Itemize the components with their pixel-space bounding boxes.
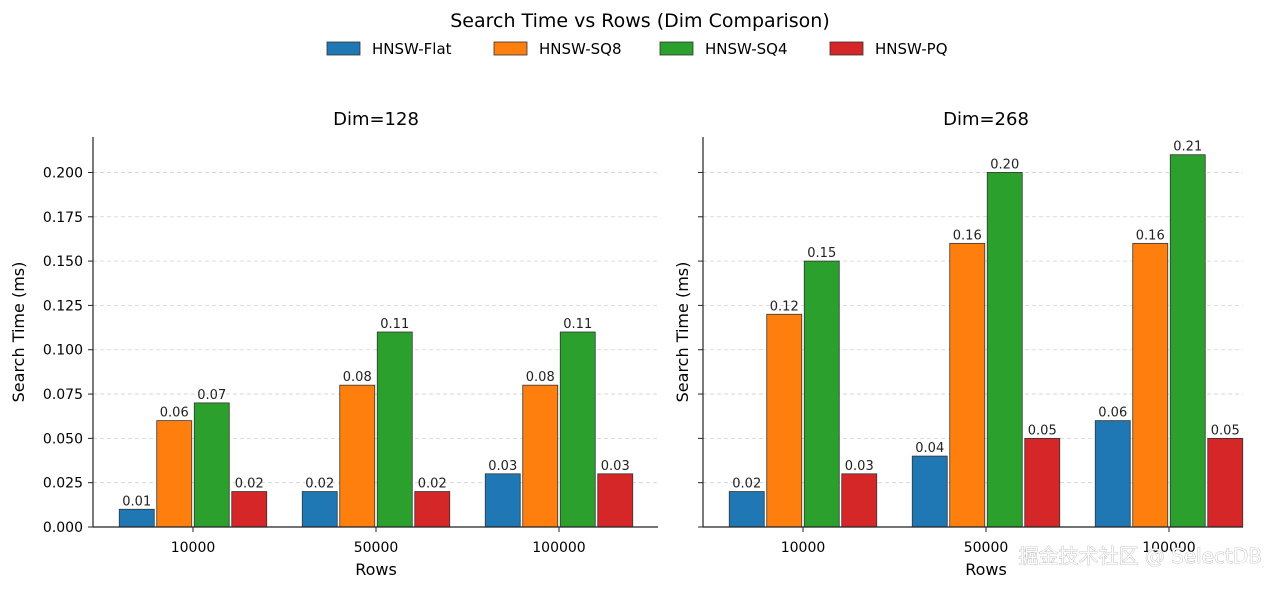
data-label: 0.06 — [1098, 406, 1127, 421]
bar — [118, 508, 155, 528]
bar — [1094, 420, 1131, 528]
bar — [231, 491, 268, 528]
legend-swatch — [493, 41, 528, 56]
bar — [841, 473, 878, 528]
data-label: 0.21 — [1173, 140, 1202, 155]
data-label: 0.03 — [601, 459, 630, 474]
subplot-title: Dim=128 — [333, 109, 419, 130]
bar — [1132, 242, 1169, 528]
legend-label: HNSW-SQ4 — [705, 40, 788, 58]
y-tick-label: 0.150 — [43, 254, 83, 270]
bar — [911, 455, 948, 528]
bar — [484, 473, 521, 528]
y-tick-label: 0.050 — [43, 431, 83, 447]
data-label: 0.11 — [563, 317, 592, 332]
bar — [986, 172, 1023, 528]
data-label: 0.01 — [122, 494, 151, 509]
y-tick-label: 0.100 — [43, 343, 83, 359]
data-label: 0.12 — [770, 299, 799, 314]
data-label: 0.08 — [526, 370, 555, 385]
bar — [376, 331, 413, 528]
data-label: 0.06 — [160, 406, 189, 421]
legend-label: HNSW-PQ — [875, 40, 948, 58]
bar — [766, 313, 803, 528]
legend: HNSW-Flat HNSW-SQ8 HNSW-SQ4 HNSW-PQ — [326, 40, 948, 58]
data-label: 0.03 — [488, 459, 517, 474]
legend-item-hnsw-flat: HNSW-Flat — [326, 40, 452, 58]
legend-label: HNSW-Flat — [372, 40, 452, 58]
subplot-title: Dim=268 — [943, 109, 1029, 130]
bar — [597, 473, 634, 528]
data-label: 0.02 — [418, 477, 447, 492]
y-axis-label: Search Time (ms) — [673, 262, 692, 403]
y-tick-label: 0.125 — [43, 298, 83, 314]
x-tick-label: 10000 — [781, 540, 826, 556]
data-label: 0.02 — [732, 477, 761, 492]
x-axis-label: Rows — [355, 560, 397, 579]
legend-item-hnsw-pq: HNSW-PQ — [829, 40, 948, 58]
data-label: 0.16 — [1136, 228, 1165, 243]
bar — [414, 491, 451, 528]
x-axis-label: Rows — [965, 560, 1007, 579]
legend-swatch — [326, 41, 361, 56]
data-label: 0.04 — [915, 441, 944, 456]
legend-swatch — [659, 41, 694, 56]
bar — [1169, 154, 1206, 528]
bar — [193, 402, 230, 528]
data-label: 0.11 — [380, 317, 409, 332]
bar — [728, 491, 765, 528]
bar — [559, 331, 596, 528]
legend-item-hnsw-sq8: HNSW-SQ8 — [493, 40, 622, 58]
legend-item-hnsw-sq4: HNSW-SQ4 — [659, 40, 788, 58]
subplot-dim-128: Dim=128 Rows Search Time (ms) 0.0000.025… — [9, 109, 658, 579]
subplot-dim-268: Dim=268 Rows Search Time (ms) 0.02 0.04 0.… — [673, 109, 1244, 579]
data-label: 0.05 — [1211, 423, 1240, 438]
x-tick-label: 100000 — [1142, 540, 1195, 556]
x-tick-label: 50000 — [964, 540, 1009, 556]
data-label: 0.05 — [1028, 423, 1057, 438]
bar — [1207, 437, 1244, 528]
bar — [949, 242, 986, 528]
bar — [301, 491, 338, 528]
data-label: 0.20 — [990, 157, 1019, 172]
y-tick-label: 0.000 — [43, 520, 83, 536]
legend-swatch — [829, 41, 864, 56]
bar — [1024, 437, 1061, 528]
figure-title: Search Time vs Rows (Dim Comparison) — [450, 10, 830, 32]
data-label: 0.03 — [845, 459, 874, 474]
bar — [522, 384, 559, 528]
y-tick-label: 0.200 — [43, 165, 83, 181]
data-label: 0.02 — [305, 477, 334, 492]
data-label: 0.08 — [343, 370, 372, 385]
y-tick-label: 0.075 — [43, 387, 83, 403]
data-label: 0.15 — [807, 246, 836, 261]
x-tick-label: 50000 — [354, 540, 399, 556]
x-tick-label: 10000 — [171, 540, 216, 556]
data-label: 0.16 — [953, 228, 982, 243]
y-tick-label: 0.025 — [43, 476, 83, 492]
legend-label: HNSW-SQ8 — [539, 40, 622, 58]
data-label: 0.07 — [197, 388, 226, 403]
y-axis-label: Search Time (ms) — [9, 262, 28, 403]
bar — [803, 260, 840, 528]
bar — [339, 384, 376, 528]
bar — [156, 420, 193, 528]
data-label: 0.02 — [235, 477, 264, 492]
watermark-text: 掘金技术社区 @ SelectDB — [1018, 544, 1262, 568]
x-tick-label: 100000 — [532, 540, 585, 556]
y-tick-label: 0.175 — [43, 210, 83, 226]
